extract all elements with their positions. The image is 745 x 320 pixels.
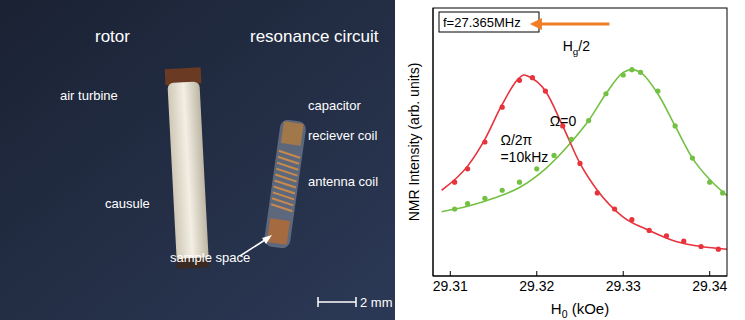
svg-text:NMR Intensity (arb. units): NMR Intensity (arb. units) [406, 63, 422, 222]
svg-text:29.32: 29.32 [519, 278, 554, 294]
svg-text:H0 (kOe): H0 (kOe) [551, 300, 609, 320]
svg-text:Hg/2: Hg/2 [563, 38, 590, 57]
svg-text:causule: causule [105, 196, 150, 211]
svg-text:29.34: 29.34 [692, 278, 727, 294]
svg-text:capacitor: capacitor [308, 98, 361, 113]
svg-text:reciever coil: reciever coil [308, 128, 377, 143]
svg-text:=10kHz: =10kHz [500, 149, 548, 165]
svg-text:resonance circuit: resonance circuit [250, 27, 379, 46]
svg-text:sample space: sample space [170, 250, 250, 265]
svg-text:air turbine: air turbine [60, 88, 118, 103]
svg-text:2 mm: 2 mm [360, 295, 393, 310]
svg-text:f=27.365MHz: f=27.365MHz [443, 15, 521, 30]
svg-text:29.33: 29.33 [606, 278, 641, 294]
svg-text:antenna coil: antenna coil [308, 174, 378, 189]
svg-text:29.31: 29.31 [433, 278, 468, 294]
svg-text:Ω=0: Ω=0 [550, 113, 577, 129]
svg-text:rotor: rotor [95, 27, 130, 46]
svg-text:Ω/2π: Ω/2π [500, 132, 532, 148]
